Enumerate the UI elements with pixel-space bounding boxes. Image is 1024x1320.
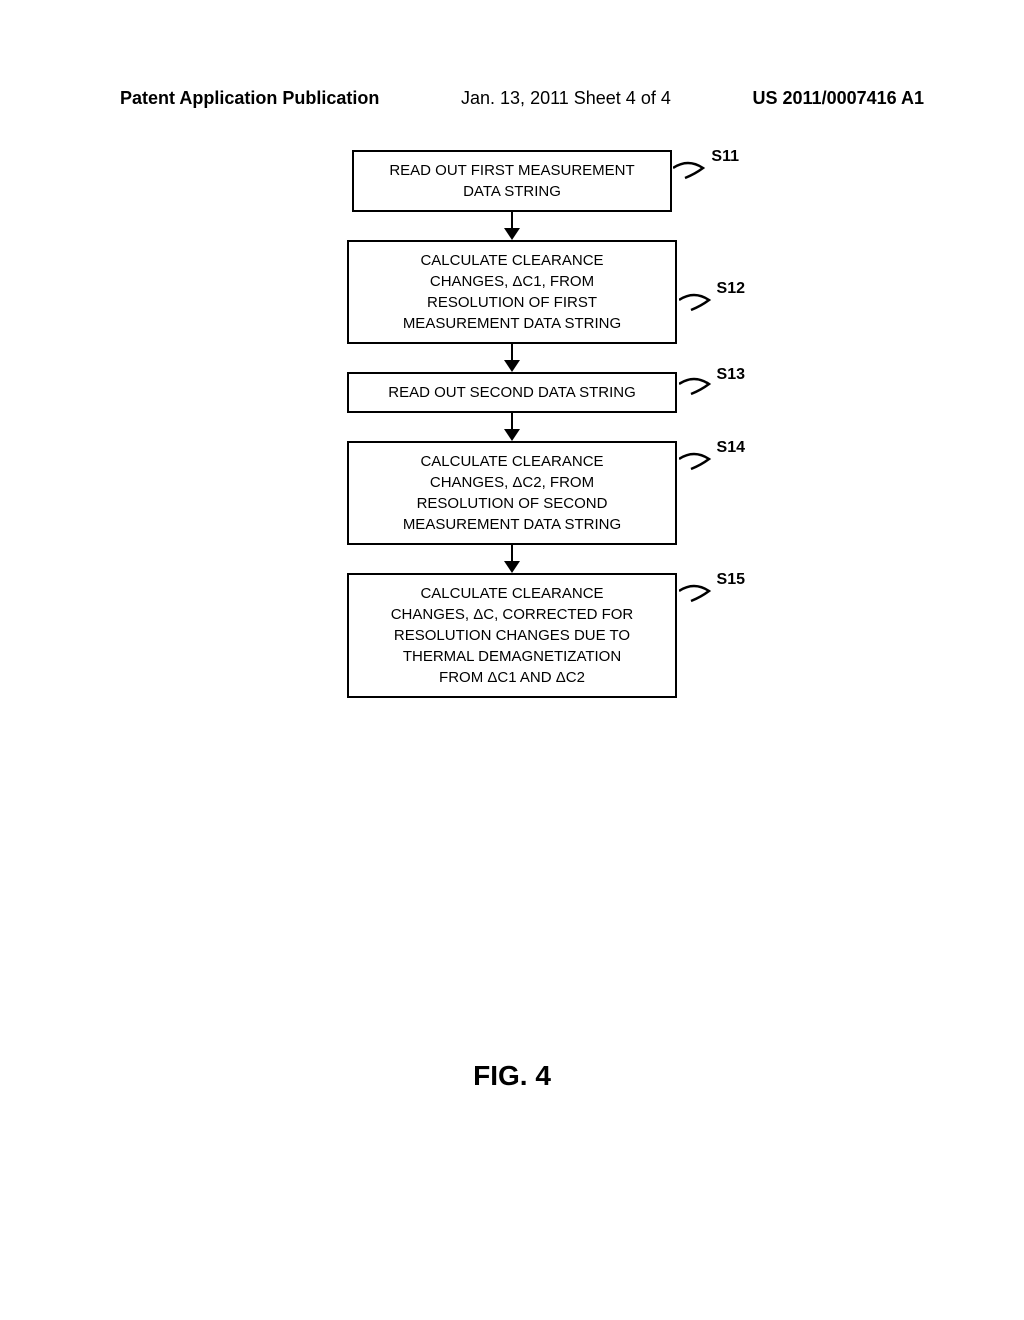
- step-label-s13: S13: [717, 366, 745, 384]
- arrow-4: [287, 545, 737, 573]
- page-header: Patent Application Publication Jan. 13, …: [0, 88, 1024, 109]
- connector-s14: [679, 451, 719, 475]
- figure-label: FIG. 4: [473, 1060, 551, 1092]
- step-label-s11: S11: [711, 148, 739, 166]
- step-s14: CALCULATE CLEARANCECHANGES, ΔC2, FROMRES…: [287, 441, 737, 545]
- connector-s15: [679, 583, 719, 607]
- box-s15: CALCULATE CLEARANCECHANGES, ΔC, CORRECTE…: [347, 573, 677, 698]
- connector-s12: [679, 292, 719, 316]
- header-left: Patent Application Publication: [120, 88, 379, 109]
- step-label-s12: S12: [717, 280, 745, 298]
- header-center: Jan. 13, 2011 Sheet 4 of 4: [461, 88, 671, 109]
- box-s12: CALCULATE CLEARANCECHANGES, ΔC1, FROMRES…: [347, 240, 677, 344]
- box-s11: READ OUT FIRST MEASUREMENTDATA STRING: [352, 150, 672, 212]
- box-s14: CALCULATE CLEARANCECHANGES, ΔC2, FROMRES…: [347, 441, 677, 545]
- step-label-s14: S14: [717, 439, 745, 457]
- box-text: CALCULATE CLEARANCECHANGES, ΔC1, FROMRES…: [403, 252, 621, 332]
- step-s15: CALCULATE CLEARANCECHANGES, ΔC, CORRECTE…: [287, 573, 737, 698]
- connector-s11: [673, 160, 713, 184]
- header-right: US 2011/0007416 A1: [753, 88, 924, 109]
- box-text: READ OUT FIRST MEASUREMENTDATA STRING: [389, 162, 634, 200]
- box-text: CALCULATE CLEARANCECHANGES, ΔC, CORRECTE…: [391, 585, 634, 686]
- step-s11: READ OUT FIRST MEASUREMENTDATA STRING S1…: [287, 150, 737, 212]
- box-s13: READ OUT SECOND DATA STRING: [347, 372, 677, 413]
- step-s12: CALCULATE CLEARANCECHANGES, ΔC1, FROMRES…: [287, 240, 737, 344]
- box-text: READ OUT SECOND DATA STRING: [388, 384, 636, 401]
- arrow-2: [287, 344, 737, 372]
- box-text: CALCULATE CLEARANCECHANGES, ΔC2, FROMRES…: [403, 453, 621, 533]
- step-label-s15: S15: [717, 571, 745, 589]
- arrow-1: [287, 212, 737, 240]
- step-s13: READ OUT SECOND DATA STRING S13: [287, 372, 737, 413]
- arrow-3: [287, 413, 737, 441]
- connector-s13: [679, 376, 719, 400]
- flowchart: READ OUT FIRST MEASUREMENTDATA STRING S1…: [287, 150, 737, 698]
